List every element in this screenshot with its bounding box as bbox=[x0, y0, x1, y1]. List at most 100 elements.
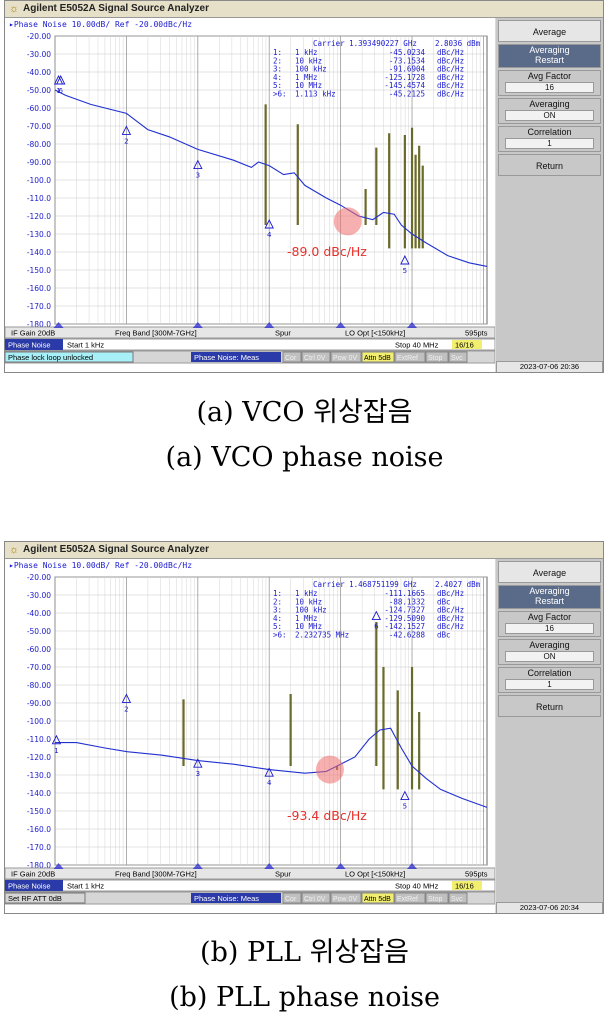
y-tick-label: -60.00 bbox=[27, 104, 51, 113]
indicator-box bbox=[361, 892, 395, 904]
marker-value: -142.1527 bbox=[384, 622, 425, 631]
indicator-box bbox=[330, 351, 362, 363]
settings-item: LO Opt [<150kHz] bbox=[345, 329, 405, 338]
softkey-correlation[interactable]: Correlation 1 bbox=[498, 667, 601, 693]
carrier-power: 2.4027 dBm bbox=[435, 580, 481, 589]
indicator-label: Ctrl 0V bbox=[304, 896, 326, 903]
settings-item: Spur bbox=[275, 329, 291, 338]
indicator-label: Attn 5dB bbox=[364, 896, 391, 903]
settings-item: Freq Band [300M-7GHz] bbox=[115, 870, 197, 879]
caption-b-english: (b) PLL phase noise bbox=[169, 982, 440, 1013]
softkey-correlation-label: Correlation bbox=[527, 668, 572, 678]
indicator-box bbox=[448, 351, 468, 363]
phase-noise-plot: ▸Phase Noise 10.00dB/ Ref -20.00dBc/Hz -2… bbox=[5, 561, 495, 905]
marker-triangle bbox=[264, 218, 274, 229]
marker-triangle bbox=[193, 758, 203, 768]
indicator-label: Cor bbox=[285, 355, 297, 362]
marker-value: -145.4574 bbox=[384, 81, 425, 90]
indicator-label: Pow 0V bbox=[333, 355, 357, 362]
softkey-averaging-onoff[interactable]: Averaging ON bbox=[498, 639, 601, 665]
indicator-box bbox=[282, 892, 302, 904]
marker-num: 5: bbox=[273, 622, 282, 631]
y-tick-label: -160.0 bbox=[27, 284, 51, 293]
phase-noise-trace bbox=[54, 89, 488, 267]
softkey-correlation-label: Correlation bbox=[527, 127, 572, 137]
softkey-averaging-onoff[interactable]: Averaging ON bbox=[498, 98, 601, 124]
marker-value: -73.1534 bbox=[389, 56, 426, 65]
y-tick-label: -180.0 bbox=[27, 861, 51, 870]
marker-label: 5 bbox=[403, 803, 407, 811]
marker-label: 2 bbox=[124, 705, 128, 713]
marker-num: 2: bbox=[273, 56, 282, 65]
y-tick-label: -40.00 bbox=[27, 68, 51, 77]
indicator-label: Cor bbox=[285, 896, 297, 903]
marker-num: 4: bbox=[273, 614, 282, 623]
indicator-label: ExtRef bbox=[397, 896, 418, 903]
marker-num: 3: bbox=[273, 606, 282, 615]
indicator-label: ExtRef bbox=[397, 355, 418, 362]
marker-triangle bbox=[193, 159, 203, 170]
marker-offset: 10 MHz bbox=[295, 622, 322, 631]
marker-label: 1 bbox=[54, 747, 58, 755]
y-tick-label: -20.00 bbox=[27, 573, 51, 582]
marker-num: >6: bbox=[273, 90, 287, 99]
softkey-restart-label: Restart bbox=[534, 55, 564, 65]
indicator-box bbox=[394, 892, 426, 904]
softkey-restart-label: Restart bbox=[534, 596, 564, 606]
axis-marker bbox=[335, 863, 346, 869]
softkey-return[interactable]: Return bbox=[498, 154, 601, 176]
correlation-value: 1 bbox=[505, 138, 594, 149]
y-tick-label: -30.00 bbox=[27, 50, 51, 59]
stop-freq: Stop 40 MHz bbox=[395, 341, 439, 350]
caption-a-korean: (a) VCO 위상잡음 bbox=[196, 397, 413, 428]
status-message: Phase lock loop unlocked bbox=[8, 353, 93, 362]
trace-header: ▸Phase Noise 10.00dB/ Ref -20.00dBc/Hz bbox=[9, 20, 192, 29]
highlight-circle bbox=[333, 207, 362, 236]
correlation-value: 1 bbox=[505, 679, 594, 690]
marker-label: 5 bbox=[403, 267, 407, 275]
analyzer-window-vco: ☼ Agilent E5052A Signal Source Analyzer … bbox=[4, 0, 604, 373]
marker-num: 1: bbox=[273, 48, 282, 57]
y-tick-label: -170.0 bbox=[27, 843, 51, 852]
avg-count: 16/16 bbox=[455, 882, 474, 891]
y-tick-label: -90.00 bbox=[27, 699, 51, 708]
count-badge bbox=[452, 340, 482, 349]
y-tick-label: -120.0 bbox=[27, 212, 51, 221]
marker-triangle bbox=[264, 767, 274, 777]
y-tick-label: -90.00 bbox=[27, 158, 51, 167]
softkey-correlation[interactable]: Correlation 1 bbox=[498, 126, 601, 152]
analyzer-window-pll: ☼ Agilent E5052A Signal Source Analyzer … bbox=[4, 541, 604, 914]
softkey-return[interactable]: Return bbox=[498, 695, 601, 717]
softkey-average[interactable]: Average bbox=[498, 20, 601, 42]
softkey-panel: Average Averaging Restart Avg Factor 16 … bbox=[496, 559, 603, 913]
marker-unit: dBc/Hz bbox=[437, 56, 464, 65]
softkey-averaging-restart[interactable]: Averaging Restart bbox=[498, 585, 601, 609]
y-tick-label: -170.0 bbox=[27, 302, 51, 311]
indicator-label: Ctrl 0V bbox=[304, 355, 326, 362]
softkey-average[interactable]: Average bbox=[498, 561, 601, 583]
start-freq: Start 1 kHz bbox=[67, 341, 104, 350]
y-tick-label: -20.00 bbox=[27, 32, 51, 41]
y-tick-label: -130.0 bbox=[27, 230, 51, 239]
caption-b-korean: (b) PLL 위상잡음 bbox=[200, 937, 409, 968]
softkey-avg-factor[interactable]: Avg Factor 16 bbox=[498, 70, 601, 96]
y-tick-label: -80.00 bbox=[27, 681, 51, 690]
avg-count: 16/16 bbox=[455, 341, 474, 350]
marker-num: 2: bbox=[273, 597, 282, 606]
marker-num: 4: bbox=[273, 73, 282, 82]
message-box bbox=[5, 892, 86, 904]
marker-triangle bbox=[121, 125, 132, 135]
settings-item: Freq Band [300M-7GHz] bbox=[115, 329, 197, 338]
mode-indicator bbox=[5, 880, 63, 891]
settings-item: 595pts bbox=[465, 329, 488, 338]
softkey-averaging-restart[interactable]: Averaging Restart bbox=[498, 44, 601, 68]
status-message: Set RF ATT 0dB bbox=[8, 894, 62, 903]
marker-triangle bbox=[51, 734, 62, 745]
status-bar bbox=[5, 338, 495, 351]
indicator-label: Stop bbox=[428, 896, 443, 903]
softkey-avg-factor-label: Avg Factor bbox=[527, 71, 572, 81]
softkey-avg-factor[interactable]: Avg Factor 16 bbox=[498, 611, 601, 637]
marker-offset: 1 kHz bbox=[295, 48, 318, 57]
indicator-box bbox=[282, 351, 302, 363]
marker-unit: dBc/Hz bbox=[437, 65, 464, 74]
